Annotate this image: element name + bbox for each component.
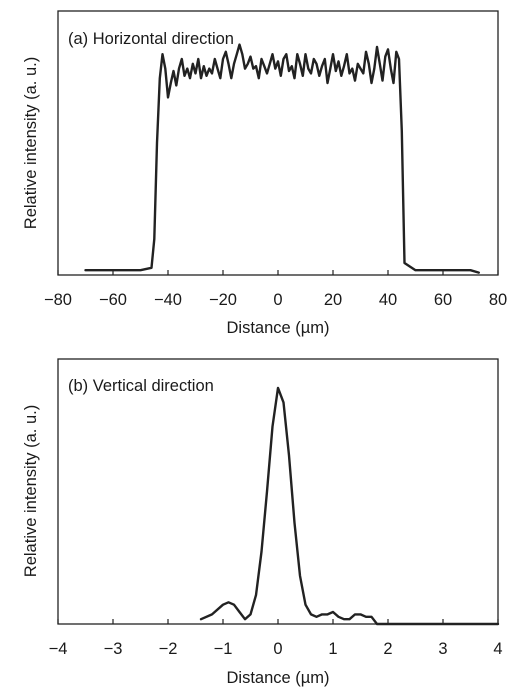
x-tick-label-b: −4 (49, 640, 68, 658)
panel-title-b: (b) Vertical direction (68, 377, 214, 395)
x-tick-label-b: 1 (328, 640, 337, 658)
x-tick-label-b: 0 (273, 640, 282, 658)
x-tick-label-b: 2 (383, 640, 392, 658)
x-tick-label-a: 0 (273, 291, 282, 309)
x-tick-label-a: 80 (489, 291, 507, 309)
panel-title-a: (a) Horizontal direction (68, 30, 234, 48)
x-tick-label-b: −1 (214, 640, 233, 658)
x-ticks-a: −80 −60 −40 −20 0 20 40 60 80 (44, 270, 507, 309)
x-tick-label-a: 40 (379, 291, 397, 309)
y-axis-title-a: Relative intensity (a. u.) (22, 57, 40, 229)
plot-frame-a (57, 10, 499, 276)
series-line-b (199, 386, 500, 626)
x-axis-title-b: Distance (µm) (226, 669, 329, 687)
x-tick-label-a: 60 (434, 291, 452, 309)
x-tick-label-b: −3 (104, 640, 123, 658)
x-axis-title-a: Distance (µm) (226, 319, 329, 337)
panel-b: (b) Vertical direction Distance (µm) Rel… (22, 358, 503, 687)
x-tick-label-b: −2 (159, 640, 178, 658)
x-tick-label-a: −20 (209, 291, 237, 309)
x-tick-label-b: 3 (438, 640, 447, 658)
y-axis-title-b: Relative intensity (a. u.) (22, 405, 40, 577)
x-tick-label-a: −60 (99, 291, 127, 309)
series-line-a (84, 43, 480, 274)
x-tick-label-a: 20 (324, 291, 342, 309)
x-tick-label-a: −40 (154, 291, 182, 309)
panel-a: (a) Horizontal direction Distance (µm) R… (22, 10, 507, 337)
x-tick-label-a: −80 (44, 291, 72, 309)
x-tick-label-b: 4 (493, 640, 502, 658)
x-ticks-b: −4 −3 −2 −1 0 1 2 3 4 (49, 619, 503, 658)
plot-frame-b (57, 358, 499, 625)
